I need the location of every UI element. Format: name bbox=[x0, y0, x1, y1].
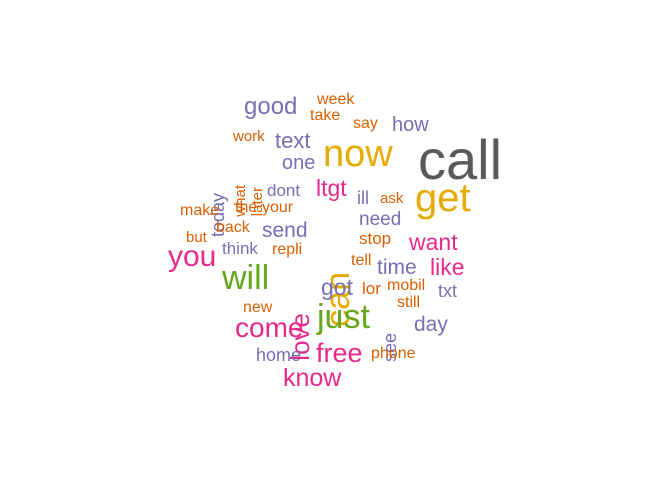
word-text: text bbox=[275, 128, 311, 153]
word-time: time bbox=[377, 256, 417, 279]
word-mobil: mobil bbox=[387, 277, 426, 294]
word-ill: ill bbox=[357, 188, 369, 208]
word-but: but bbox=[186, 229, 207, 246]
word-come: come bbox=[235, 312, 304, 343]
word-like: like bbox=[430, 254, 465, 280]
word-want: want bbox=[409, 229, 458, 255]
word-know: know bbox=[283, 364, 342, 392]
word-work: work bbox=[233, 128, 265, 145]
word-get: get bbox=[415, 176, 471, 220]
word-will: will bbox=[222, 259, 270, 297]
word-call: call bbox=[418, 128, 503, 191]
word-the: the bbox=[235, 199, 258, 216]
word-week: week bbox=[317, 91, 355, 108]
word-make: make bbox=[180, 202, 220, 219]
word-send: send bbox=[262, 219, 308, 242]
word-take: take bbox=[310, 107, 341, 124]
word-got: got bbox=[321, 274, 353, 300]
word-back: back bbox=[216, 219, 250, 236]
word-lor: lor bbox=[362, 279, 381, 298]
word-repli: repli bbox=[272, 241, 303, 258]
word-ask: ask bbox=[380, 190, 404, 207]
word-how: how bbox=[392, 114, 429, 136]
word-tell: tell bbox=[351, 252, 372, 269]
word-now: now bbox=[323, 133, 393, 175]
word-think: think bbox=[222, 239, 258, 258]
word-need: need bbox=[359, 209, 402, 230]
word-good: good bbox=[244, 93, 298, 120]
word-dont: dont bbox=[267, 181, 301, 200]
word-new: new bbox=[243, 299, 273, 316]
word-one: one bbox=[282, 152, 316, 174]
word-free: free bbox=[316, 338, 363, 368]
word-just: just bbox=[317, 298, 370, 336]
word-phone: phone bbox=[371, 345, 416, 362]
word-txt: txt bbox=[438, 281, 458, 301]
word-stop: stop bbox=[359, 229, 392, 248]
word-you: you bbox=[168, 240, 217, 273]
word-day: day bbox=[414, 313, 448, 336]
word-still: still bbox=[397, 294, 421, 311]
word-say: say bbox=[353, 115, 378, 132]
word-ltgt: ltgt bbox=[316, 175, 347, 201]
word-your: your bbox=[262, 199, 294, 216]
word-home: home bbox=[256, 345, 302, 365]
